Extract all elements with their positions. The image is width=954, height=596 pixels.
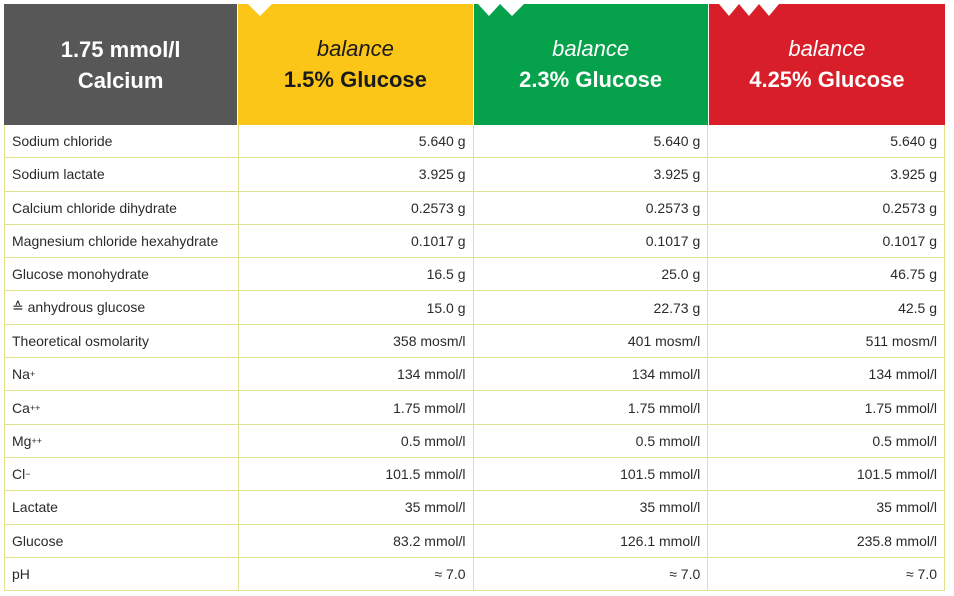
row-value: 134 mmol/l [708, 358, 945, 391]
notch-triple-icon [718, 4, 779, 16]
row-label: Sodium lactate [5, 158, 239, 191]
row-value: 25.0 g [474, 258, 709, 291]
column-concentration: 4.25% Glucose [749, 66, 905, 92]
table-row: pH ≈ 7.0 ≈ 7.0 ≈ 7.0 [5, 557, 945, 592]
row-value: 35 mmol/l [708, 491, 945, 524]
header-column-3: balance 4.25% Glucose [707, 4, 945, 125]
row-value: 3.925 g [239, 158, 474, 191]
table-row: Calcium chloride dihydrate 0.2573 g 0.2573… [5, 191, 945, 225]
column-concentration: 2.3% Glucose [519, 66, 663, 92]
row-label: Glucose [5, 524, 239, 557]
row-value: 126.1 mmol/l [474, 524, 709, 557]
row-value: 16.5 g [239, 258, 474, 291]
row-value: 46.75 g [708, 258, 945, 291]
row-value: 35 mmol/l [474, 491, 709, 524]
header-column-1: balance 1.5% Glucose [237, 4, 473, 125]
table-body: Sodium chloride 5.640 g 5.640 g 5.640 g Sodi… [4, 125, 945, 592]
row-label: ≙ anhydrous glucose [5, 291, 239, 324]
row-label: Magnesium chloride hexahydrate [5, 224, 239, 258]
column-brand: balance [552, 35, 630, 61]
row-label: Glucose monohydrate [5, 258, 239, 291]
table-row: Sodium chloride 5.640 g 5.640 g 5.640 g [5, 125, 945, 159]
row-value: ≈ 7.0 [474, 557, 709, 591]
row-label: Calcium chloride dihydrate [5, 191, 239, 224]
row-value: ≈ 7.0 [239, 557, 474, 591]
header-title-cell: 1.75 mmol/l Calcium [4, 4, 238, 125]
table-row: Lactate 35 mmol/l 35 mmol/l 35 mmol/l [5, 491, 945, 525]
column-brand: balance [316, 35, 394, 61]
table-row: Theoretical osmolarity 358 mosm/l 401 mosm… [5, 324, 945, 359]
row-value: ≈ 7.0 [708, 557, 945, 591]
row-value: 358 mosm/l [239, 324, 474, 358]
row-value: 1.75 mmol/l [239, 391, 474, 424]
row-value: 5.640 g [239, 125, 474, 158]
row-value: 0.1017 g [239, 224, 474, 258]
table-row: Mg ++ 0.5 mmol/l 0.5 mmol/l 0.5 mmol/l [5, 424, 945, 458]
header-title-line1: 1.75 mmol/l [60, 36, 181, 62]
table-row: Sodium lactate 3.925 g 3.925 g 3.925 g [5, 158, 945, 192]
row-label: Na + [5, 358, 239, 391]
row-value: 35 mmol/l [239, 491, 474, 524]
table-row: Na +134 mmol/l 134 mmol/l 134 mmol/l [5, 358, 945, 392]
notch-double-icon [477, 4, 524, 16]
row-label: Mg ++ [5, 424, 239, 457]
column-concentration: 1.5% Glucose [283, 66, 427, 92]
row-value: 0.1017 g [474, 224, 709, 258]
row-label: Theoretical osmolarity [5, 324, 239, 358]
row-label: Lactate [5, 491, 239, 524]
row-value: 0.2573 g [239, 191, 474, 224]
notch-single-icon [248, 4, 273, 16]
row-value: 1.75 mmol/l [474, 391, 709, 424]
row-value: 15.0 g [239, 291, 474, 324]
row-value: 235.8 mmol/l [708, 524, 945, 557]
row-value: 1.75 mmol/l [708, 391, 945, 424]
row-value: 0.2573 g [708, 191, 945, 224]
table-header: 1.75 mmol/l Calcium balance 1.5% Glucose… [4, 4, 945, 125]
row-value: 0.5 mmol/l [239, 424, 474, 457]
row-value: 3.925 g [474, 158, 709, 191]
row-value: 134 mmol/l [474, 358, 709, 391]
row-value: 83.2 mmol/l [239, 524, 474, 557]
row-value: 134 mmol/l [239, 358, 474, 391]
header-title-line2: Calcium [77, 67, 164, 93]
table-row: Cl −101.5 mmol/l 101.5 mmol/l 101.5 mmol/l [5, 457, 945, 492]
column-brand: balance [788, 35, 866, 61]
row-label: pH [5, 557, 239, 591]
table-row: Glucose monohydrate 16.5 g 25.0 g 46.75 g [5, 258, 945, 292]
row-value: 401 mosm/l [474, 324, 709, 358]
row-value: 5.640 g [474, 125, 709, 158]
row-value: 0.5 mmol/l [474, 424, 709, 457]
row-label: Sodium chloride [5, 125, 239, 158]
table-row: ≙ anhydrous glucose 15.0 g 22.73 g 42.5 g [5, 291, 945, 325]
row-value: 5.640 g [708, 125, 945, 158]
row-value: 0.2573 g [474, 191, 709, 224]
row-value: 511 mosm/l [708, 324, 945, 358]
table-row: Magnesium chloride hexahydrate 0.1017 g 0.… [5, 224, 945, 259]
row-value: 0.5 mmol/l [708, 424, 945, 457]
row-value: 101.5 mmol/l [474, 457, 709, 491]
table-row: Ca ++ 1.75 mmol/l 1.75 mmol/l 1.75 mmol/l [5, 391, 945, 425]
table-row: Glucose 83.2 mmol/l 126.1 mmol/l 235.8 mmol… [5, 524, 945, 558]
header-column-2: balance 2.3% Glucose [472, 4, 708, 125]
row-value: 3.925 g [708, 158, 945, 191]
row-label: Ca ++ [5, 391, 239, 424]
row-value: 22.73 g [474, 291, 709, 324]
row-value: 101.5 mmol/l [708, 457, 945, 491]
row-value: 0.1017 g [708, 224, 945, 258]
row-value: 101.5 mmol/l [239, 457, 474, 491]
row-label: Cl − [5, 457, 239, 491]
row-value: 42.5 g [708, 291, 945, 324]
composition-table: 1.75 mmol/l Calcium balance 1.5% Glucose… [4, 4, 945, 592]
